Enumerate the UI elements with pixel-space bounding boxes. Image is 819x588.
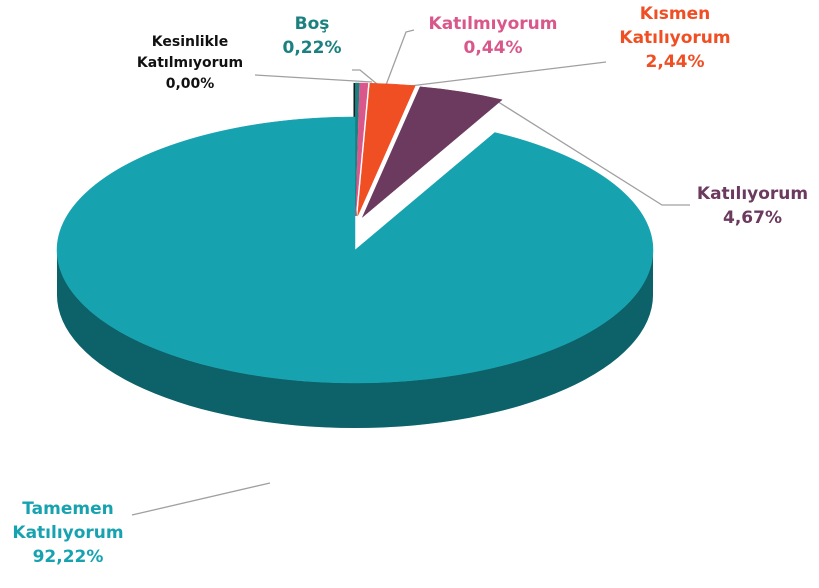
leader-line [131, 482, 271, 516]
slice-label: Kısmen Katılıyorum 2,44% [590, 2, 760, 74]
value-label: 2,44% [645, 52, 705, 72]
slice-label: Katılıyorum 4,67% [680, 182, 819, 230]
leader-lines [131, 29, 690, 516]
pie-slice [354, 82, 360, 217]
category-label: Katılmıyorum [428, 14, 558, 34]
pie-slice [357, 83, 416, 217]
slice-top [354, 82, 360, 217]
slice-top [56, 116, 654, 384]
pie-slice [362, 86, 503, 218]
leader-line [352, 69, 378, 85]
pie-slice [56, 116, 654, 428]
slice-side [57, 250, 653, 428]
value-label: 92,22% [32, 547, 104, 567]
leader-line [491, 97, 690, 206]
category-label: Kesinlikle Katılmıyorum [136, 34, 244, 71]
slice-side-shade [57, 250, 653, 428]
category-label: Kısmen Katılıyorum [619, 4, 731, 48]
value-label: 0,22% [282, 38, 342, 58]
slice-label: Katılmıyorum 0,44% [408, 12, 578, 60]
category-label: Katılıyorum [696, 184, 809, 204]
slice-label: Kesinlikle Katılmıyorum 0,00% [120, 32, 260, 95]
category-label: Boş [294, 14, 330, 34]
value-label: 0,00% [165, 76, 215, 92]
slice-top [357, 83, 416, 217]
slice-label: Tamemen Katılıyorum 92,22% [0, 497, 136, 569]
leader-line [385, 29, 415, 86]
value-label: 0,44% [463, 38, 523, 58]
slice-top [355, 82, 369, 217]
pie-slice [355, 82, 369, 217]
category-label: Tamemen Katılıyorum [12, 499, 124, 543]
leader-line [409, 61, 607, 87]
slice-label: Boş 0,22% [262, 12, 362, 60]
value-label: 4,67% [723, 208, 782, 228]
slice-top [362, 86, 503, 218]
leader-line [254, 74, 373, 83]
